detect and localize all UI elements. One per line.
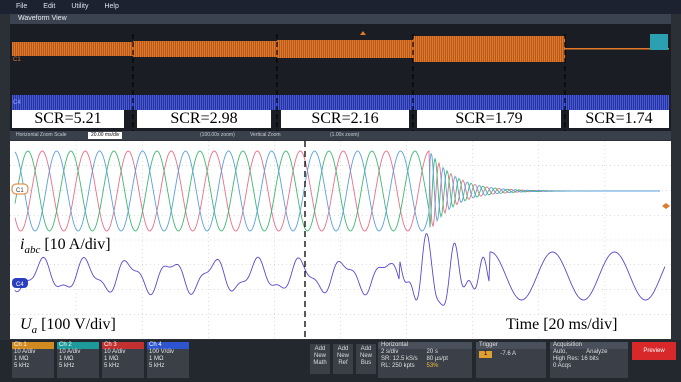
zoom-plot: C1 C4 (10, 141, 671, 339)
channel-bandwidth: 5 kHz (14, 363, 30, 369)
current-envelope (133, 41, 277, 57)
channel-bandwidth: 5 kHz (59, 363, 75, 369)
current-trace (14, 150, 660, 232)
channel-name: Ch 4 (147, 342, 189, 349)
preview-button[interactable]: Preview (632, 342, 676, 360)
channel-marker-label: C4 (16, 282, 24, 288)
channel-marker-label: C1 (16, 188, 24, 194)
add-button[interactable]: Add New Math (310, 344, 330, 374)
channel-impedance: 1 MΩ (59, 356, 74, 362)
channel-scale: 100 V/div (149, 349, 175, 355)
zoom-factor: (1.00x zoom) (330, 132, 360, 138)
segment-dividers (132, 34, 566, 131)
add-button-line: Add (360, 346, 372, 352)
add-button-line: Add (337, 346, 349, 352)
channel-badge[interactable]: Ch 4 100 V/div 1 MΩ 5 kHz (147, 342, 189, 378)
acquisition-box[interactable]: Acquisition Auto, Analyze High Res: 16 bi… (550, 342, 628, 378)
add-button-line: New (313, 353, 326, 359)
zoom-value[interactable]: 20.00 ms/div (88, 132, 123, 139)
add-button-line: Ref (338, 360, 348, 366)
add-button[interactable]: Add New Ref (333, 344, 353, 374)
add-button-line: Add (314, 346, 326, 352)
current-envelope (12, 42, 133, 56)
zoom-bar: Horizontal Zoom Scale 20.00 ms/div (100.… (10, 131, 671, 140)
zoom-factor: (100.00x zoom) (200, 132, 235, 138)
add-button[interactable]: Add New Bus (356, 344, 376, 374)
channel-name: Ch 2 (57, 342, 99, 349)
current-envelope (565, 48, 669, 50)
trigger-marker (360, 31, 366, 35)
scr-label: SCR=5.21 (12, 110, 124, 128)
channel-impedance: 1 MΩ (104, 356, 119, 362)
horizontal-box[interactable]: Horizontal 2 s/div 20 s SR: 12.5 kS/s 80 µ… (378, 342, 472, 378)
channel-name: Ch 1 (12, 342, 54, 349)
overview-channel-label: C4 (13, 100, 21, 106)
corner-marker (650, 34, 668, 50)
current-envelope (413, 36, 565, 62)
voltage-annotation: Ua [100 V/div] (20, 316, 116, 337)
menu-item[interactable]: Help (104, 3, 119, 10)
menu-item[interactable]: Utility (71, 3, 89, 10)
channel-impedance: 1 MΩ (14, 356, 29, 362)
channel-marker (11, 183, 29, 195)
zoom-label: Vertical Zoom (250, 132, 281, 138)
menu-item[interactable]: File (16, 3, 28, 10)
scr-label: SCR=2.16 (281, 110, 409, 128)
zoom-label: Horizontal Zoom Scale (16, 132, 67, 138)
channel-badge[interactable]: Ch 1 10 A/div 1 MΩ 5 kHz (12, 342, 54, 378)
current-envelope (277, 40, 413, 58)
channel-badge[interactable]: Ch 3 10 A/div 1 MΩ 5 kHz (102, 342, 144, 378)
trigger-box[interactable]: Trigger 1 -7.6 A (476, 342, 546, 378)
time-annotation: Time [20 ms/div] (506, 316, 618, 334)
scr-label: SCR=2.98 (137, 110, 271, 128)
channel-marker (12, 278, 28, 288)
add-button-line: New (359, 353, 372, 359)
overview-channel-label: C1 (13, 57, 21, 63)
menu-bar: File Edit Utility Help (0, 0, 681, 14)
channel-bandwidth: 5 kHz (104, 363, 120, 369)
add-button-line: Math (313, 360, 327, 366)
voltage-trace (14, 233, 666, 306)
menu-item[interactable]: Edit (43, 3, 56, 10)
panel-title: Waveform View (10, 14, 671, 24)
grid (10, 141, 671, 339)
channel-bandwidth: 5 kHz (149, 363, 165, 369)
channel-scale: 10 A/div (59, 349, 81, 355)
offset-marker (662, 203, 670, 209)
add-button-line: New (336, 353, 349, 359)
scr-label: SCR=1.74 (569, 110, 669, 128)
voltage-envelope (12, 95, 669, 110)
scr-label: SCR=1.79 (417, 110, 561, 128)
channel-impedance: 1 MΩ (149, 356, 164, 362)
channel-badge[interactable]: Ch 2 10 A/div 1 MΩ 5 kHz (57, 342, 99, 378)
channel-scale: 10 A/div (104, 349, 126, 355)
add-button-line: Bus (360, 360, 372, 366)
channel-scale: 10 A/div (14, 349, 36, 355)
current-annotation: iabc [10 A/div] (20, 236, 111, 257)
channel-name: Ch 3 (102, 342, 144, 349)
